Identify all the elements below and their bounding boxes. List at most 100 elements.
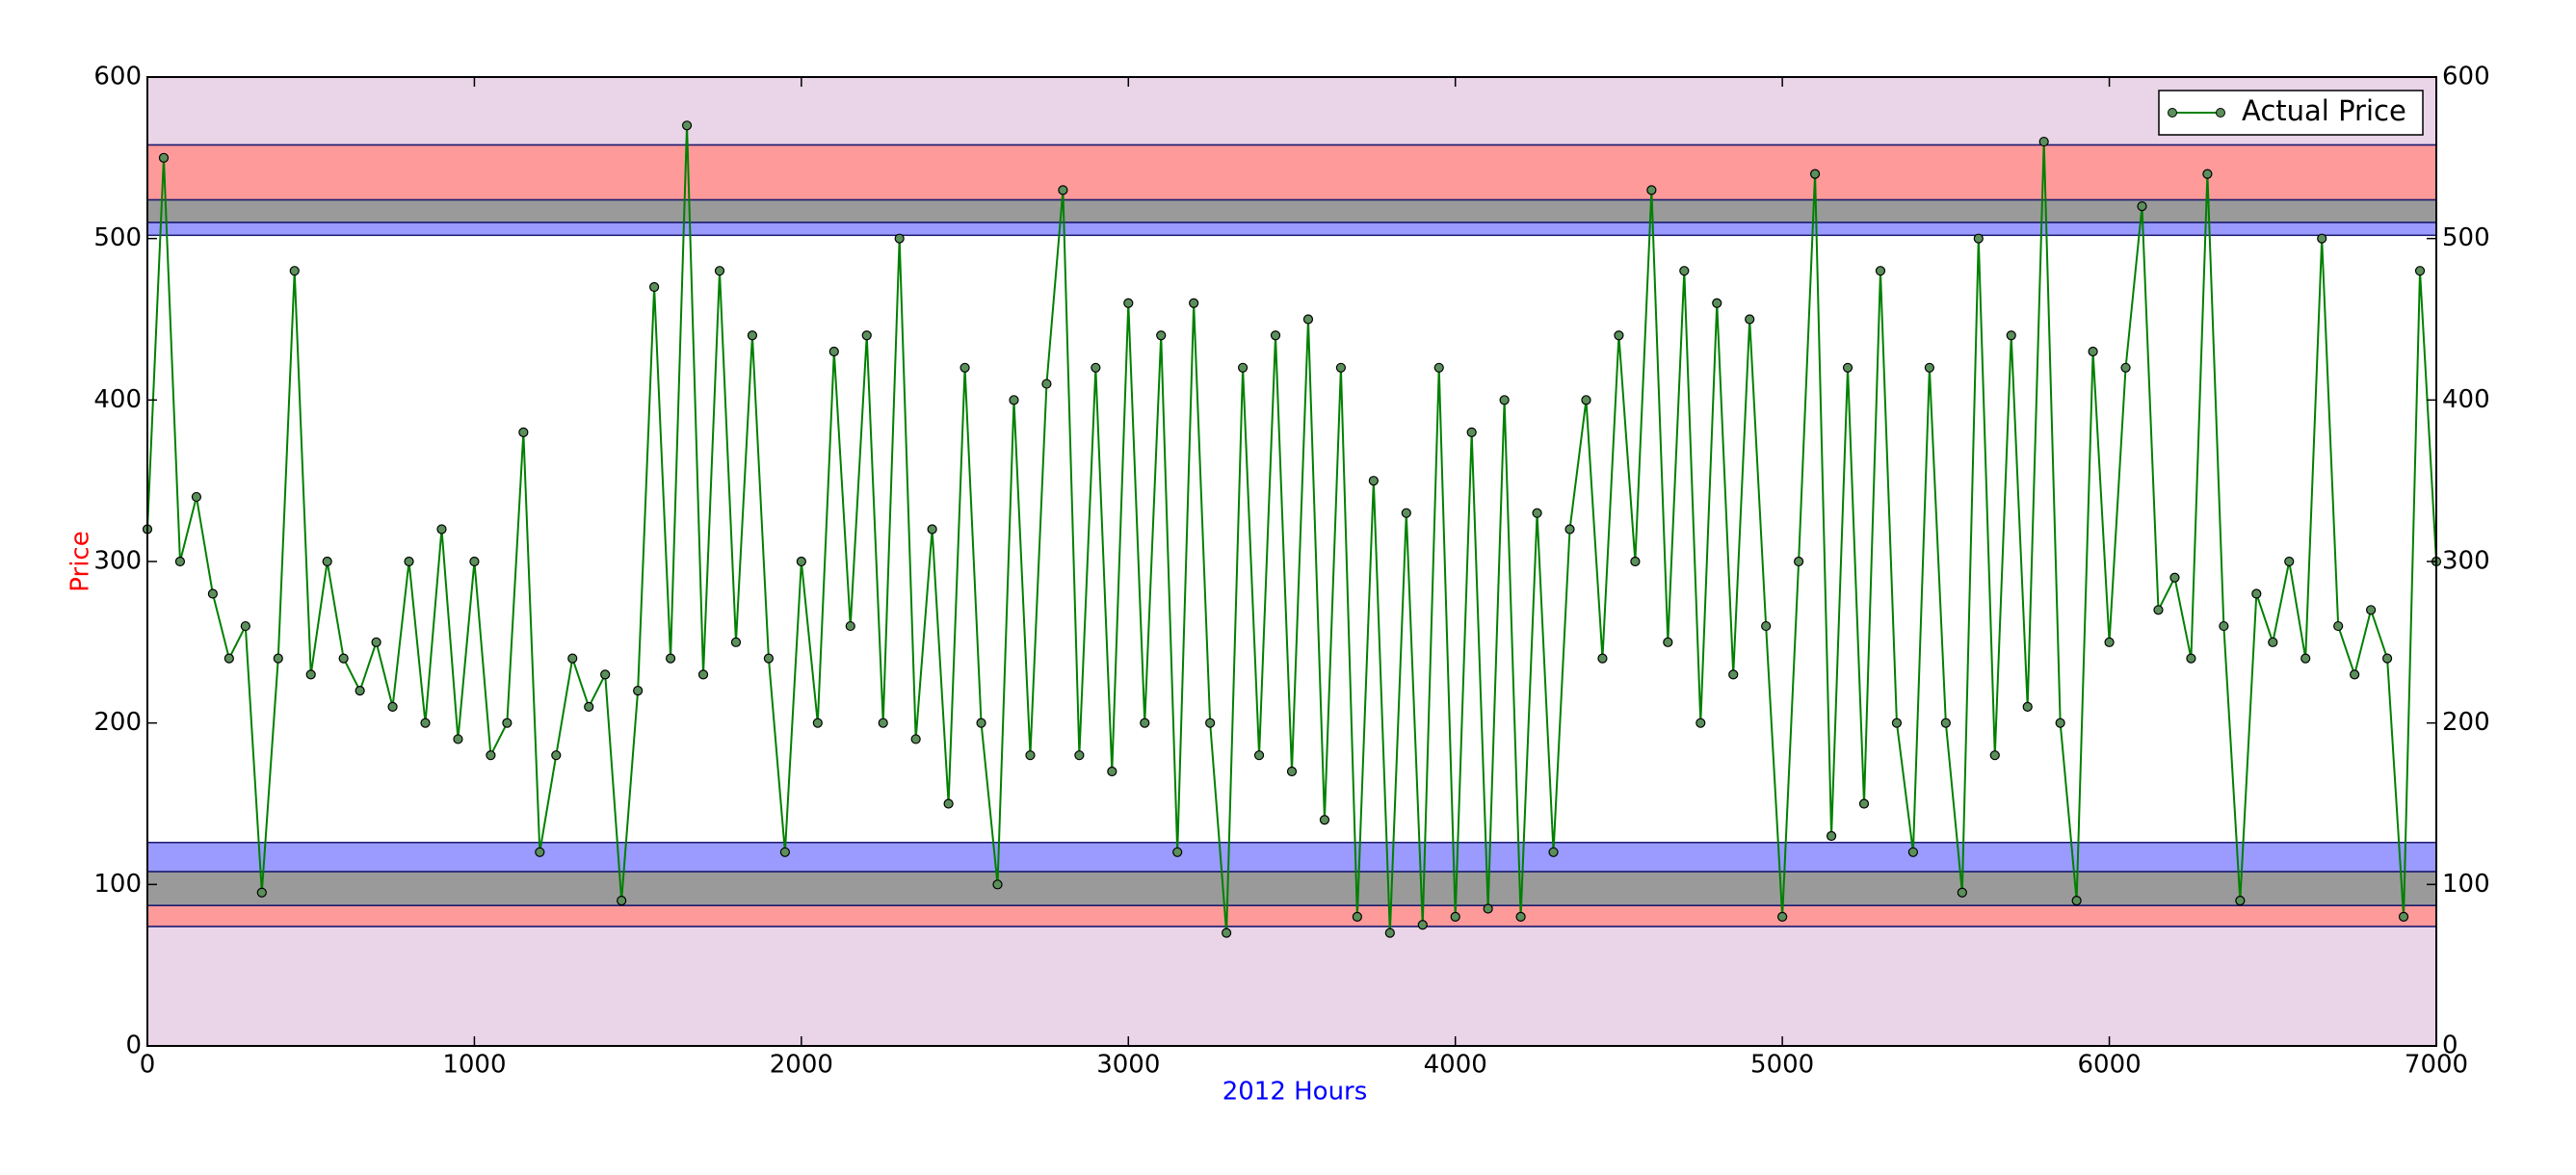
price-marker [2022, 701, 2033, 713]
y-axis-label: Price [66, 531, 95, 591]
price-marker [1074, 750, 1085, 761]
price-marker [1630, 556, 1641, 567]
price-marker [1189, 298, 1199, 308]
price-marker [927, 524, 937, 535]
price-marker [1973, 233, 1984, 244]
price-marker [2088, 346, 2098, 357]
price-marker [338, 653, 349, 664]
y2-tick-label: 500 [2442, 223, 2490, 252]
price-marker [567, 653, 578, 664]
price-marker [2137, 201, 2147, 212]
price-marker [2284, 556, 2295, 567]
price-marker [1253, 750, 1265, 761]
price-marker [256, 887, 267, 898]
price-marker [976, 718, 986, 728]
price-marker [1891, 718, 1903, 728]
price-marker [1025, 750, 1036, 761]
price-marker [2186, 653, 2196, 664]
price-marker [1352, 911, 1362, 922]
band [146, 871, 2437, 906]
band [146, 222, 2437, 237]
band [146, 198, 2437, 223]
price-marker [2202, 169, 2213, 179]
price-marker [1123, 298, 1134, 308]
price-marker [812, 718, 823, 728]
legend-marker [2216, 108, 2225, 118]
price-marker [1761, 620, 1772, 632]
price-marker [1663, 637, 1673, 647]
price-marker [1041, 379, 1052, 389]
price-marker [355, 686, 365, 696]
price-marker [1907, 847, 1919, 857]
price-marker [207, 588, 218, 599]
price-marker [992, 879, 1003, 890]
price-marker [600, 669, 611, 680]
price-marker [747, 330, 758, 341]
price-marker [223, 653, 234, 664]
price-marker [1646, 185, 1657, 196]
y-tick-label: 600 [93, 63, 142, 91]
y-tick-label: 400 [93, 385, 142, 414]
price-marker [518, 427, 529, 437]
price-marker [2350, 669, 2360, 680]
price-marker [959, 362, 970, 373]
price-marker [1581, 395, 1591, 405]
y-tick-label: 100 [93, 870, 142, 899]
price-marker [1401, 508, 1411, 518]
price-marker [2104, 637, 2115, 647]
price-marker [1794, 556, 1804, 567]
y2-tick-label: 100 [2442, 870, 2490, 899]
price-marker [665, 653, 676, 664]
price-marker [649, 281, 660, 293]
y2-tick-label: 400 [2442, 385, 2490, 414]
price-marker [1091, 362, 1101, 373]
price-marker [436, 524, 447, 535]
band [146, 76, 2437, 146]
price-marker [1695, 718, 1706, 728]
legend-marker [2168, 108, 2177, 118]
price-marker [1205, 718, 1216, 728]
price-marker [714, 266, 725, 276]
price-marker [1302, 314, 1314, 325]
price-marker [1237, 362, 1249, 373]
price-marker [2333, 620, 2344, 632]
x-tick-label: 4000 [1424, 1051, 1487, 1080]
price-marker [2317, 233, 2327, 244]
price-marker [1614, 330, 1624, 341]
x-tick-label: 6000 [2077, 1051, 2141, 1080]
price-marker [158, 152, 170, 163]
x-tick-label: 0 [140, 1051, 156, 1080]
price-marker [861, 330, 872, 341]
price-marker [763, 653, 775, 664]
price-marker [1564, 524, 1575, 535]
price-marker [584, 701, 594, 713]
y-tick-label: 0 [125, 1031, 142, 1060]
price-marker [779, 847, 790, 857]
price-marker [2300, 653, 2311, 664]
price-marker [2414, 266, 2426, 276]
price-marker [1777, 911, 1788, 922]
price-marker [2006, 330, 2016, 341]
price-marker [174, 556, 186, 567]
x-axis-label: 2012 Hours [1222, 1078, 1368, 1107]
price-marker [404, 556, 414, 567]
price-marker [387, 701, 398, 713]
price-marker [551, 750, 562, 761]
price-marker [2219, 620, 2229, 632]
price-marker [910, 734, 921, 744]
legend: Actual Price [2158, 90, 2424, 136]
price-marker [469, 556, 480, 567]
price-marker [1745, 314, 1755, 325]
price-marker [2366, 605, 2377, 615]
price-marker [1009, 395, 1019, 405]
price-marker [1172, 847, 1183, 857]
price-marker [1286, 766, 1298, 777]
x-tick-label: 5000 [1750, 1051, 1814, 1080]
price-marker [305, 669, 316, 680]
band [146, 926, 2437, 1047]
price-marker [633, 686, 644, 696]
price-marker [1924, 362, 1934, 373]
price-marker [2251, 588, 2262, 599]
price-marker [1858, 798, 1870, 809]
price-marker [1957, 887, 1967, 898]
